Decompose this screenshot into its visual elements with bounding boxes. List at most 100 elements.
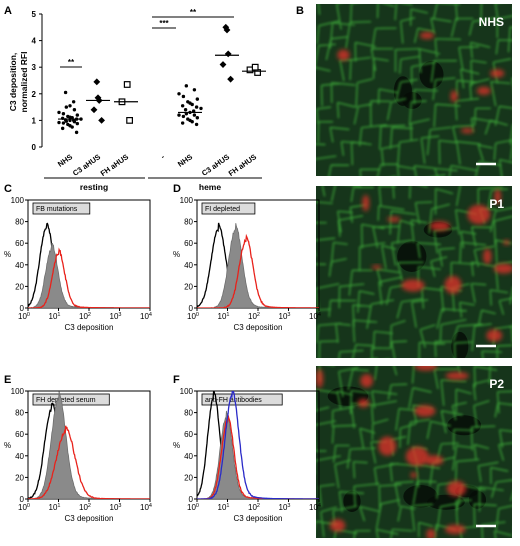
c3-deposit (486, 329, 503, 342)
curves (28, 222, 150, 308)
sig-label-3: ** (190, 8, 197, 17)
x-tick-label: 101 (49, 312, 61, 321)
x-tick-exponent: 1 (226, 503, 229, 509)
micrograph-label: P1 (489, 197, 504, 211)
x-tick-base: 10 (110, 312, 119, 321)
y-tick-label: 100 (180, 196, 194, 205)
y-tick-label: 80 (184, 409, 193, 418)
y-tick-label: 40 (184, 452, 193, 461)
c3-deposit (493, 263, 512, 274)
y-tick-label: 2 (32, 90, 37, 99)
y-axis-label: % (173, 250, 180, 259)
x-tick-base: 10 (79, 312, 88, 321)
data-point-dot (195, 116, 200, 120)
x-tick-base: 10 (248, 503, 257, 512)
data-point-dot (61, 112, 66, 116)
y-axis-label: % (4, 441, 11, 450)
x-tick-label: 104 (309, 312, 321, 321)
median-lines (58, 54, 266, 120)
y-tick-label: 60 (184, 239, 193, 248)
data-point-square (251, 63, 259, 71)
x-tick-exponent: 4 (149, 312, 152, 318)
c3-deposit (429, 221, 451, 231)
x-tick-base: 10 (140, 503, 149, 512)
x-tick-exponent: 2 (88, 503, 91, 509)
data-point-dot (68, 104, 72, 108)
data-point-diamond (98, 117, 105, 124)
micrograph-content (316, 186, 512, 358)
data-point-dot (66, 114, 70, 119)
x-tick-label: 102 (79, 503, 91, 512)
c3-deposit (444, 275, 462, 294)
data-point-dot (195, 97, 200, 101)
y-tick-label: 0 (189, 304, 194, 313)
category-label: C3 aHUS (71, 152, 102, 178)
y-tick-label: 4 (32, 37, 37, 46)
data-point-diamond (219, 61, 227, 68)
x-tick-exponent: 1 (57, 503, 60, 509)
x-tick-label: 100 (18, 312, 30, 321)
inset-label: anti-FH antibodies (205, 397, 262, 404)
data-point-diamond (93, 78, 101, 86)
x-tick-label: 104 (309, 503, 321, 512)
x-tick-base: 10 (187, 312, 196, 321)
c3-deposit (419, 32, 435, 39)
data-point-square (123, 81, 131, 88)
data-point-dot (64, 105, 69, 109)
data-point-dot (181, 94, 186, 99)
data-point-dot (192, 88, 197, 92)
c3-deposit (460, 127, 474, 134)
data-point-dot (75, 121, 80, 126)
x-tick-base: 10 (279, 503, 288, 512)
y-axis-label: % (4, 250, 11, 259)
y-tick-label: 100 (180, 387, 194, 396)
x-tick-label: 104 (140, 503, 152, 512)
cell-membranes (316, 4, 512, 176)
c3-deposit (337, 49, 350, 61)
y-tick-label: 3 (32, 63, 37, 72)
panel-a-scatter: A C3 deposition, normalized RFI 0 1 2 3 4 5 N… (4, 5, 266, 192)
inset-box (201, 393, 283, 406)
data-point-dot (177, 92, 181, 96)
y-tick-label: 40 (184, 261, 193, 270)
curves (28, 391, 150, 499)
y-tick-label: 40 (15, 261, 24, 270)
data-point-dot (177, 113, 181, 117)
x-tick-exponent: 4 (318, 312, 321, 318)
data-point-diamond (224, 50, 232, 58)
x-tick-label: 101 (218, 312, 230, 321)
c3-deposit (401, 279, 425, 292)
y-tick-label: 100 (11, 387, 25, 396)
y-tick-label: 80 (184, 218, 193, 227)
x-tick-base: 10 (248, 312, 257, 321)
x-tick-base: 10 (18, 503, 27, 512)
x-tick-base: 10 (279, 312, 288, 321)
x-tick-exponent: 1 (226, 312, 229, 318)
x-tick-exponent: 2 (257, 503, 260, 509)
y-axis-ticks: 0 1 2 3 4 5 (32, 10, 42, 152)
x-tick-exponent: 3 (287, 503, 290, 509)
category-label: NHS (56, 152, 74, 168)
x-tick-exponent: 0 (27, 503, 30, 509)
category-label: FH aHUS (99, 152, 130, 178)
data-point-dot (186, 117, 190, 121)
micrograph-label: NHS (479, 15, 504, 29)
c3-deposit (503, 240, 510, 246)
y-axis-label: % (173, 441, 180, 450)
x-tick-exponent: 0 (196, 503, 199, 509)
y-tick-label: 60 (15, 239, 24, 248)
x-tick-label: 102 (248, 312, 260, 321)
category-label: NHS (176, 152, 194, 168)
c3-deposit (490, 69, 505, 78)
c3-deposit (425, 455, 444, 466)
x-tick-base: 10 (110, 503, 119, 512)
x-axis-label: C3 deposition (65, 514, 114, 523)
panel-letter: C (4, 183, 12, 195)
panel-letter-a: A (4, 5, 12, 17)
dark-region (419, 60, 444, 89)
data-point-dot (61, 121, 66, 125)
y-tick-label: 0 (20, 495, 25, 504)
